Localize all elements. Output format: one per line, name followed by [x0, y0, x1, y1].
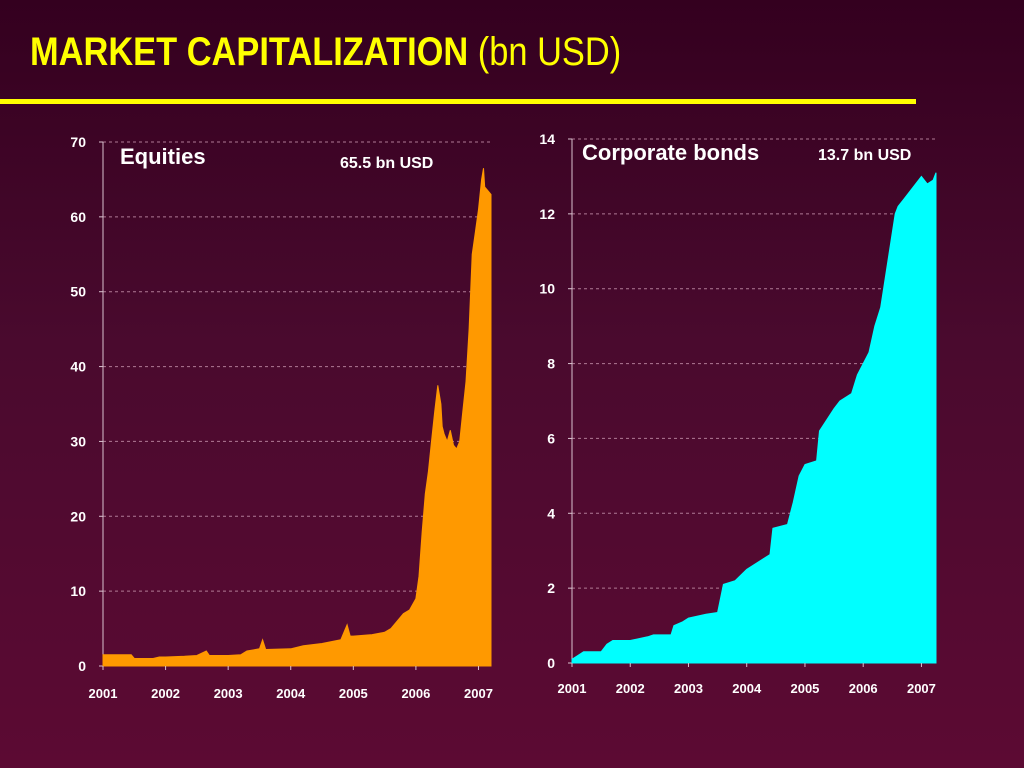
equities-area-series [102, 168, 492, 667]
equities-panel: 0 10 20 30 40 50 60 70 2001 2002 2003 2004 2005 2006 2… [70, 134, 493, 701]
bonds-panel-title: Corporate bonds [582, 140, 759, 165]
equities-ytick-label: 30 [70, 433, 86, 449]
bonds-ytick-label: 10 [539, 281, 555, 297]
equities-xtick-label: 2006 [401, 686, 430, 701]
equities-xtick-label: 2004 [276, 686, 306, 701]
bonds-xtick-label: 2006 [849, 681, 878, 696]
equities-ytick-label: 0 [78, 658, 86, 674]
bonds-ytick-label: 12 [539, 206, 555, 222]
equities-xtick-label: 2005 [339, 686, 368, 701]
bonds-latest-value: 13.7 bn USD [818, 147, 911, 164]
bonds-xtick-label: 2007 [907, 681, 936, 696]
equities-xtick-label: 2001 [89, 686, 118, 701]
equities-ytick-label: 40 [70, 359, 86, 375]
equities-ytick-label: 70 [70, 134, 86, 150]
equities-panel-title: Equities [120, 144, 206, 169]
equities-ytick-label: 20 [70, 508, 86, 524]
equities-ytick-label: 10 [70, 583, 86, 599]
bonds-ytick-label: 6 [547, 430, 555, 446]
equities-xtick-label: 2007 [464, 686, 493, 701]
slide-title-unit: (bn USD) [477, 30, 622, 74]
title-underline [0, 99, 916, 104]
equities-ytick-label: 50 [70, 284, 86, 300]
bonds-xtick-label: 2004 [732, 681, 762, 696]
equities-xtick-label: 2003 [214, 686, 243, 701]
bonds-area-series [571, 172, 937, 664]
equities-ytick-label: 60 [70, 209, 86, 225]
bonds-ytick-label: 4 [547, 505, 555, 521]
bonds-xtick-label: 2003 [674, 681, 703, 696]
corporate-bonds-panel: 0 2 4 6 8 10 12 14 2001 2002 2003 2004 2005 2006 2007 C… [539, 131, 937, 696]
equities-latest-value: 65.5 bn USD [340, 155, 433, 172]
bonds-xtick-label: 2002 [616, 681, 645, 696]
slide-title: MARKET CAPITALIZATION (bn USD) [30, 30, 621, 75]
bonds-ytick-label: 14 [539, 131, 555, 147]
bonds-xtick-label: 2001 [558, 681, 587, 696]
bonds-ytick-label: 8 [547, 356, 555, 372]
bonds-xtick-label: 2005 [790, 681, 819, 696]
bonds-ytick-label: 0 [547, 655, 555, 671]
equities-xtick-label: 2002 [151, 686, 180, 701]
slide-title-main: MARKET CAPITALIZATION [30, 30, 469, 74]
bonds-ytick-label: 2 [547, 580, 555, 596]
